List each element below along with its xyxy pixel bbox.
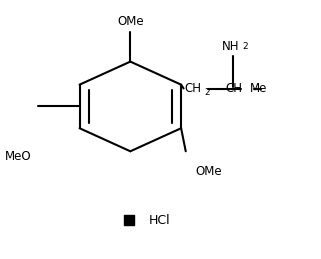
Text: Me: Me (250, 82, 268, 95)
Text: 2: 2 (204, 88, 210, 97)
Point (126, 218, 131, 222)
Text: OMe: OMe (195, 165, 221, 178)
Text: MeO: MeO (5, 150, 32, 163)
Text: OMe: OMe (117, 15, 143, 28)
Text: HCl: HCl (149, 214, 170, 227)
Text: 2: 2 (242, 42, 248, 51)
Text: CH: CH (226, 82, 243, 95)
Text: CH: CH (184, 82, 201, 95)
Text: NH: NH (222, 40, 239, 53)
